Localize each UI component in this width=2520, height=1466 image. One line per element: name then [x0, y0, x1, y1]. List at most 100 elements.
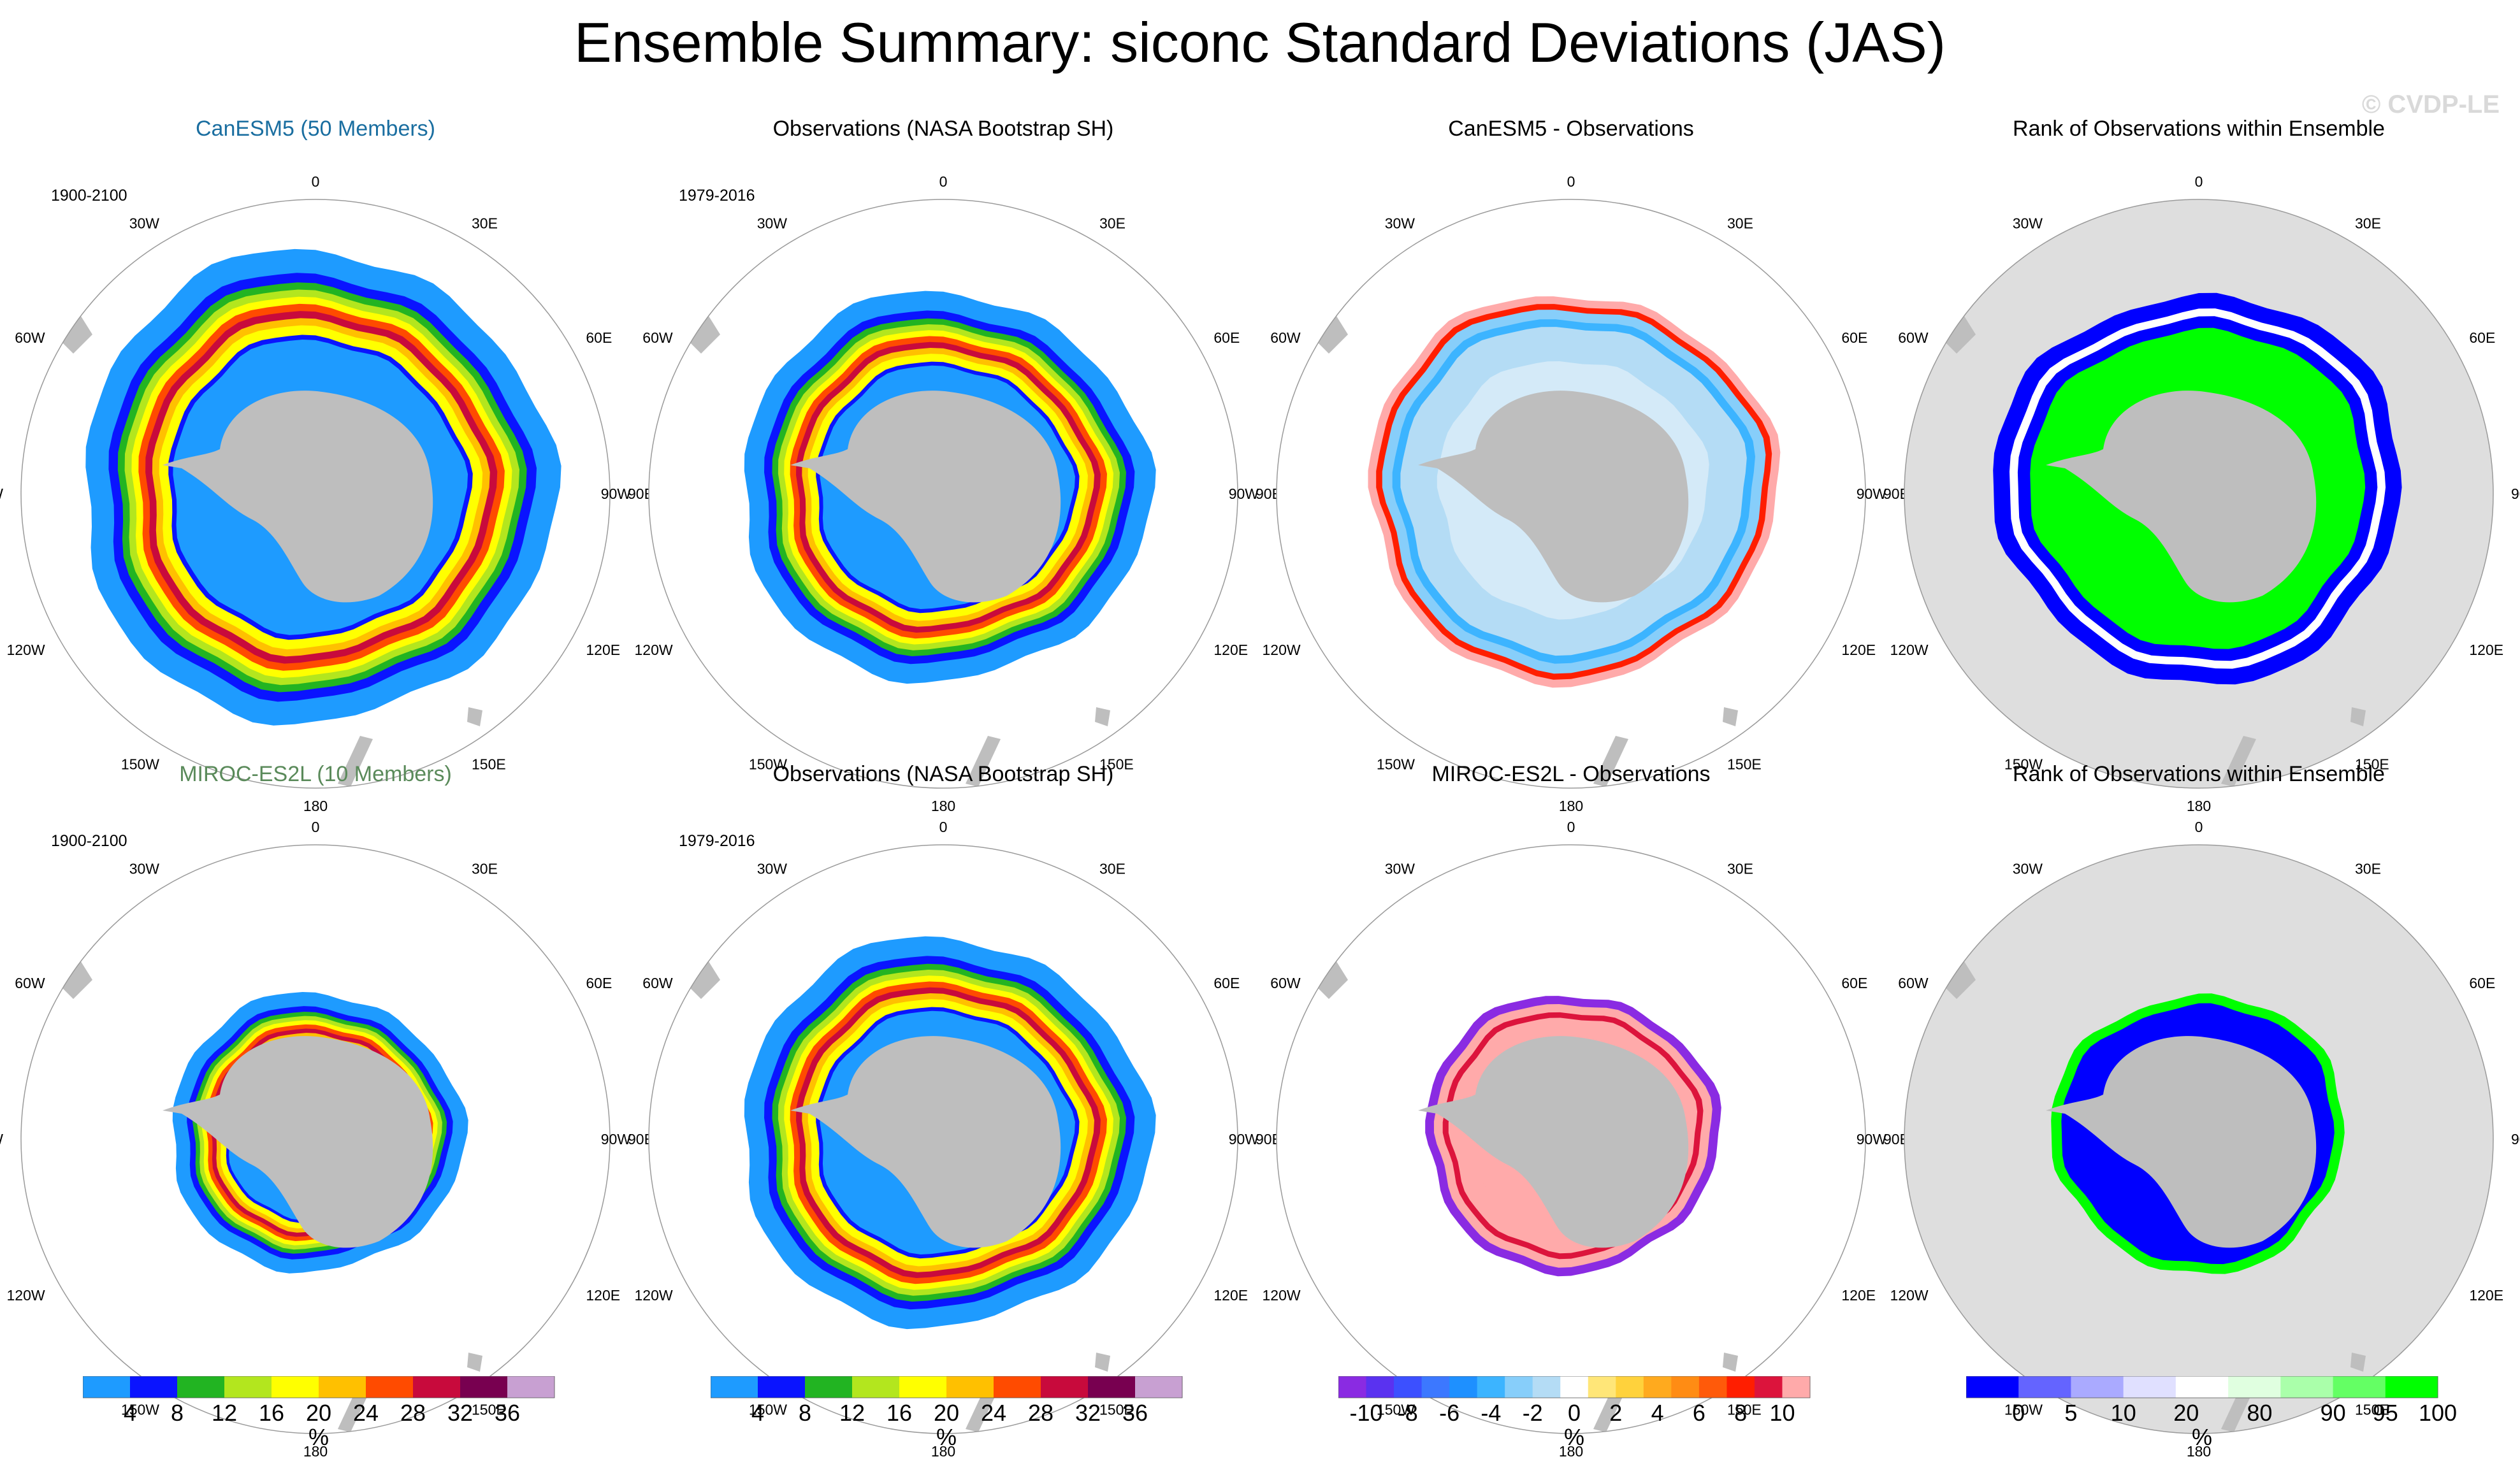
- colorbar: 4 8 12 16 20 24 28 32 36%: [83, 1376, 555, 1450]
- colorbar-tick-label: 4: [1651, 1400, 1664, 1426]
- colorbar-swatch: [2333, 1376, 2386, 1398]
- colorbar-tick-label: 95: [2373, 1400, 2398, 1426]
- longitude-label: 60W: [1270, 975, 1301, 991]
- longitude-label: 180: [2187, 1443, 2211, 1460]
- longitude-label: 120E: [1841, 642, 1876, 658]
- colorbar-swatch: [1088, 1376, 1136, 1398]
- colorbar-unit-label: %: [2192, 1424, 2212, 1450]
- longitude-label: 30E: [2355, 861, 2381, 877]
- longitude-label: 120E: [1213, 642, 1248, 658]
- tasmania-landmass: [2350, 1353, 2366, 1372]
- longitude-label: 30W: [129, 861, 160, 877]
- colorbar-swatch: [1671, 1376, 1700, 1398]
- panel-title: CanESM5 - Observations: [1448, 117, 1694, 141]
- panel-title: Rank of Observations within Ensemble: [2013, 762, 2385, 786]
- longitude-label: 60E: [2469, 975, 2495, 991]
- longitude-label: 150E: [2355, 756, 2389, 772]
- colorbar-swatch: [2071, 1376, 2124, 1398]
- colorbar-tick-label: 24: [353, 1400, 379, 1426]
- colorbar-tick-label: 12: [212, 1400, 237, 1426]
- colorbar-swatch: [366, 1376, 414, 1398]
- longitude-label: 60W: [1898, 975, 1929, 991]
- longitude-label: 180: [303, 798, 328, 814]
- longitude-label: 60E: [1841, 329, 1867, 346]
- colorbar-swatch: [177, 1376, 225, 1398]
- longitude-label: 150E: [1099, 1401, 1134, 1418]
- colorbar: -10 -8 -6 -4 -2 0 2 4 6 8 10%: [1338, 1376, 1811, 1450]
- map-panel: Rank of Observations within Ensemble 0 30E…: [1857, 111, 2520, 814]
- colorbar-tick-label: -4: [1481, 1400, 1501, 1426]
- map-panel: CanESM5 - Observations 0 30E 60E 90E 120E 150E…: [1229, 111, 1909, 814]
- longitude-label: 60E: [2469, 329, 2495, 346]
- colorbar-swatch: [1394, 1376, 1423, 1398]
- colorbar-tick-label: 16: [259, 1400, 284, 1426]
- longitude-label: 0: [1567, 819, 1575, 835]
- tasmania-landmass: [2350, 707, 2366, 726]
- colorbar-swatch: [1616, 1376, 1644, 1398]
- longitude-label: 150E: [472, 1401, 506, 1418]
- colorbar-swatch: [805, 1376, 853, 1398]
- colorbar-swatch: [2175, 1376, 2229, 1398]
- colorbar-tick-label: 36: [495, 1400, 520, 1426]
- longitude-label: 60W: [642, 975, 673, 991]
- colorbar-swatch: [1041, 1376, 1089, 1398]
- colorbar-tick-label: 8: [1734, 1400, 1747, 1426]
- longitude-label: 150W: [2004, 756, 2043, 772]
- longitude-label: 120E: [2469, 1287, 2503, 1304]
- longitude-label: 60E: [586, 329, 612, 346]
- longitude-label: 90W: [1857, 1131, 1887, 1147]
- longitude-label: 180: [931, 1443, 955, 1460]
- colorbar-swatch: [1135, 1376, 1183, 1398]
- longitude-label: 60W: [1898, 329, 1929, 346]
- panel-title: MIROC-ES2L (10 Members): [179, 762, 452, 786]
- longitude-label: 60W: [15, 975, 45, 991]
- colorbar-tick-label: 5: [2064, 1400, 2077, 1426]
- longitude-label: 0: [312, 819, 320, 835]
- longitude-label: 60E: [1213, 975, 1240, 991]
- colorbar-tick-label: 4: [124, 1400, 136, 1426]
- antarctica-landmass: [1418, 1036, 1689, 1248]
- tasmania-landmass: [467, 707, 482, 726]
- longitude-label: 150E: [1727, 1401, 1762, 1418]
- colorbar-tick-label: 32: [1075, 1400, 1101, 1426]
- longitude-label: 0: [939, 173, 948, 190]
- longitude-label: 150W: [121, 756, 159, 772]
- main-title: Ensemble Summary: siconc Standard Deviat…: [574, 11, 1946, 74]
- colorbar-tick-label: 20: [2173, 1400, 2199, 1426]
- longitude-label: 60W: [15, 329, 45, 346]
- longitude-label: 150W: [121, 1401, 159, 1418]
- colorbar-tick-label: 8: [799, 1400, 811, 1426]
- colorbar-swatch: [224, 1376, 272, 1398]
- colorbar-unit-label: %: [936, 1424, 957, 1450]
- colorbar-swatch: [1532, 1376, 1561, 1398]
- longitude-label: 120W: [1890, 642, 1929, 658]
- map-panel: CanESM5 (50 Members) 1900-2100 0 30E 60E 90E 1…: [0, 111, 654, 814]
- antarctica-landmass: [163, 1036, 433, 1248]
- new-zealand-landmass: [1593, 736, 1628, 787]
- longitude-label: 0: [2195, 173, 2203, 190]
- panel-title: Observations (NASA Bootstrap SH): [772, 117, 1114, 141]
- antarctica-landmass: [1418, 391, 1689, 603]
- tasmania-landmass: [1095, 1353, 1110, 1372]
- colorbar-swatch: [507, 1376, 555, 1398]
- longitude-label: 120W: [1890, 1287, 1929, 1304]
- longitude-label: 150E: [1099, 756, 1134, 772]
- colorbar-swatch: [1727, 1376, 1755, 1398]
- colorbar-tick-label: -10: [1349, 1400, 1382, 1426]
- colorbar-swatch: [1421, 1376, 1450, 1398]
- colorbar-swatch: [994, 1376, 1041, 1398]
- longitude-label: 30E: [1099, 215, 1126, 232]
- colorbar-swatch: [413, 1376, 461, 1398]
- longitude-label: 180: [1559, 1443, 1583, 1460]
- tasmania-landmass: [467, 1353, 482, 1372]
- longitude-label: 150W: [749, 756, 787, 772]
- antarctica-landmass: [2046, 391, 2317, 603]
- longitude-label: 90W: [1229, 1131, 1259, 1147]
- map-border: [648, 199, 1238, 789]
- colorbar-swatch: [1366, 1376, 1394, 1398]
- colorbar-swatch: [1560, 1376, 1589, 1398]
- longitude-label: 60W: [642, 329, 673, 346]
- longitude-label: 30E: [1727, 861, 1753, 877]
